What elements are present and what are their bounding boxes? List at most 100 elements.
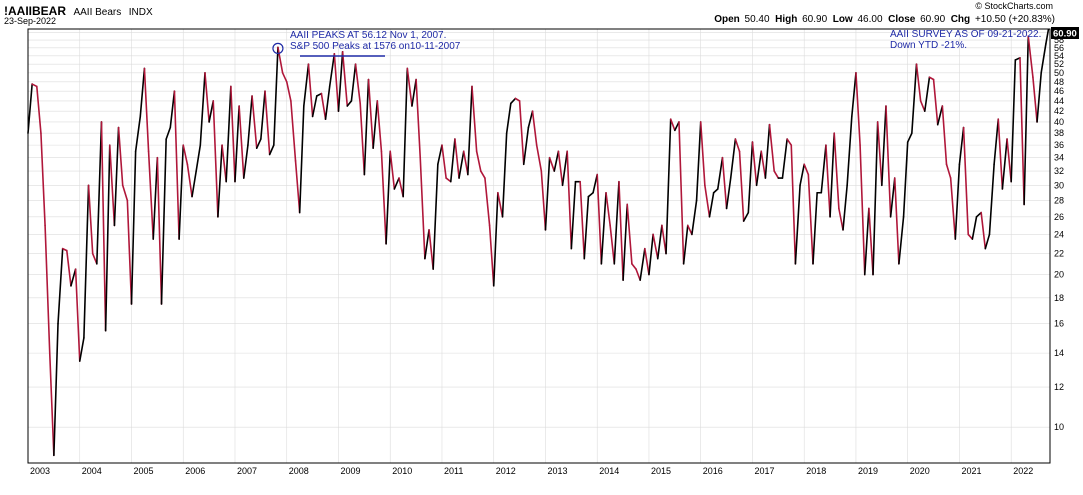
- series-segment: [742, 211, 750, 222]
- series-segment: [126, 199, 133, 305]
- series-segment: [936, 105, 944, 126]
- series-segment: [712, 188, 719, 194]
- series-segment: [613, 180, 620, 265]
- series-segment: [967, 233, 974, 240]
- series-segment: [204, 71, 210, 123]
- series-segment: [380, 150, 387, 245]
- y-tick-label: 40: [1054, 117, 1064, 127]
- x-tick-label: 2014: [599, 466, 619, 476]
- series-segment: [406, 67, 413, 107]
- close-label: Close: [888, 14, 916, 25]
- series-segment: [445, 177, 452, 183]
- survey-annotation-line2: Down YTD -21%.: [890, 40, 967, 51]
- series-segment: [454, 138, 460, 179]
- series-line: [27, 28, 1050, 457]
- series-segment: [825, 144, 831, 218]
- series-segment: [479, 170, 486, 179]
- series-segment: [794, 184, 801, 265]
- x-tick-label: 2006: [185, 466, 205, 476]
- series-segment: [786, 138, 793, 146]
- series-segment: [458, 150, 465, 179]
- series-segment: [868, 207, 874, 276]
- series-segment: [829, 132, 836, 218]
- series-segment: [846, 115, 853, 187]
- series-segment: [971, 215, 978, 240]
- series-segment: [121, 184, 129, 202]
- series-segment: [492, 191, 499, 287]
- series-segment: [557, 150, 564, 187]
- series-segment: [738, 150, 745, 222]
- y-tick-label: 44: [1054, 96, 1064, 106]
- open-value: 50.40: [744, 14, 770, 25]
- series-segment: [156, 156, 163, 305]
- series-segment: [1027, 35, 1034, 79]
- series-segment: [199, 71, 206, 146]
- series-segment: [704, 184, 711, 218]
- series-segment: [315, 92, 323, 97]
- survey-annotation-line1: AAII SURVEY AS OF 09-21-2022.: [890, 29, 1041, 40]
- y-tick-label: 26: [1054, 212, 1064, 222]
- series-segment: [328, 53, 336, 88]
- series-segment: [225, 85, 232, 183]
- series-segment: [354, 63, 362, 105]
- series-segment: [108, 144, 116, 227]
- y-tick-label: 28: [1054, 195, 1064, 205]
- series-segment: [96, 121, 103, 265]
- series-segment: [238, 105, 245, 179]
- series-segment: [437, 144, 443, 166]
- series-segment: [949, 177, 957, 240]
- series-segment: [272, 46, 279, 146]
- y-tick-label: 42: [1054, 106, 1064, 116]
- series-segment: [1023, 35, 1030, 206]
- series-segment: [531, 110, 538, 146]
- x-tick-label: 2018: [806, 466, 826, 476]
- series-segment: [838, 207, 844, 231]
- series-segment: [600, 191, 607, 265]
- series-segment: [268, 144, 275, 156]
- series-segment: [1040, 43, 1047, 74]
- series-segment: [626, 203, 633, 265]
- series-segment: [682, 224, 689, 265]
- series-segment: [44, 224, 51, 354]
- series-segment: [716, 156, 724, 190]
- series-segment: [337, 51, 344, 112]
- series-segment: [579, 180, 586, 260]
- series-segment: [665, 118, 672, 255]
- series-segment: [363, 78, 370, 176]
- series-segment: [35, 85, 42, 135]
- series-segment: [341, 51, 349, 107]
- x-tick-label: 2008: [289, 466, 309, 476]
- series-segment: [160, 138, 167, 305]
- series-segment: [803, 163, 810, 176]
- series-segment: [350, 63, 357, 102]
- x-tick-label: 2010: [392, 466, 412, 476]
- y-tick-label: 46: [1054, 86, 1064, 96]
- stockcharts-logo: © StockCharts.com: [975, 1, 1053, 11]
- series-segment: [1032, 76, 1038, 123]
- series-segment: [747, 141, 754, 214]
- series-segment: [721, 156, 728, 210]
- series-segment: [592, 173, 599, 194]
- series-segment: [509, 97, 517, 105]
- series-segment: [644, 247, 650, 276]
- series-segment: [548, 156, 556, 172]
- series-segment: [1001, 138, 1008, 190]
- x-tick-label: 2003: [30, 466, 50, 476]
- series-segment: [695, 121, 702, 202]
- series-segment: [428, 229, 434, 270]
- x-tick-label: 2007: [237, 466, 257, 476]
- series-segment: [781, 138, 788, 179]
- series-segment: [31, 83, 38, 88]
- series-segment: [975, 211, 982, 218]
- series-segment: [889, 177, 896, 218]
- series-segment: [501, 132, 508, 218]
- y-tick-label: 36: [1054, 140, 1064, 150]
- series-segment: [393, 177, 400, 190]
- series-segment: [760, 150, 767, 179]
- low-label: Low: [832, 14, 853, 25]
- x-tick-label: 2019: [858, 466, 878, 476]
- series-segment: [389, 150, 396, 190]
- series-segment: [419, 156, 426, 260]
- series-segment: [919, 100, 926, 112]
